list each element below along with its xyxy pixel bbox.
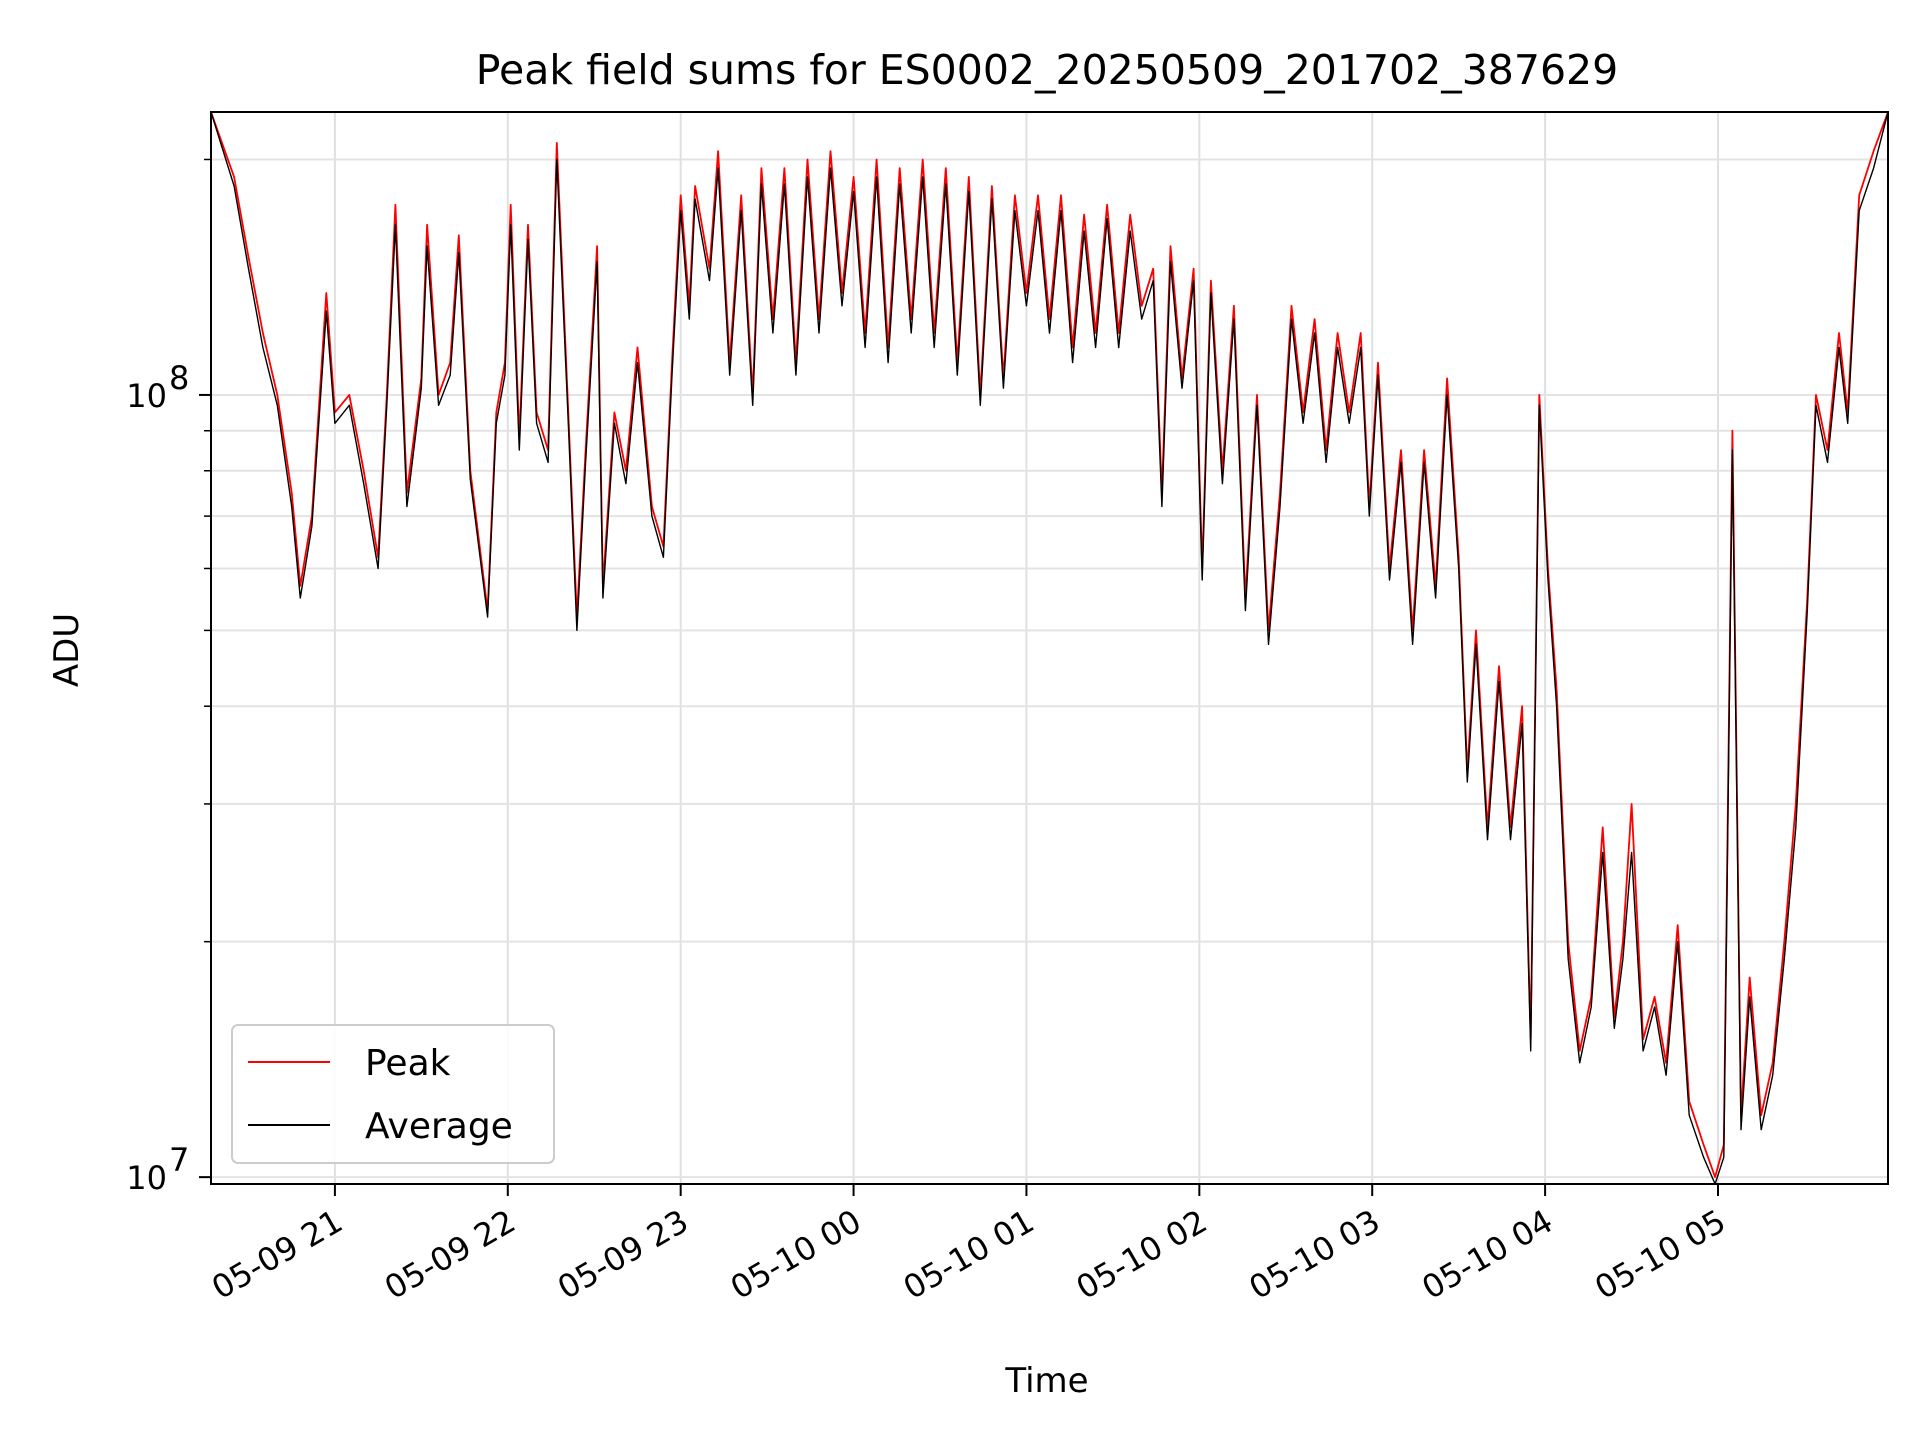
legend-box: [231, 1024, 555, 1164]
plot-frame: [210, 111, 1889, 1185]
y-tick-label: 10: [126, 1159, 167, 1197]
grid: [211, 112, 1888, 1184]
plot-lines: [210, 111, 1889, 1185]
y-axis-label: ADU: [47, 613, 87, 687]
x-axis-label: Time: [1004, 1361, 1088, 1401]
series-line-average: [210, 111, 1889, 1185]
legend: Peak Average: [231, 1024, 555, 1164]
legend-label-peak: Peak: [365, 1043, 451, 1084]
y-tick-label: 10: [126, 377, 167, 415]
y-tick-exponent: 7: [169, 1141, 189, 1179]
legend-label-average: Average: [365, 1106, 513, 1147]
y-tick-exponent: 8: [169, 359, 189, 397]
chart-title: Peak field sums for ES0002_20250509_2017…: [476, 46, 1618, 94]
